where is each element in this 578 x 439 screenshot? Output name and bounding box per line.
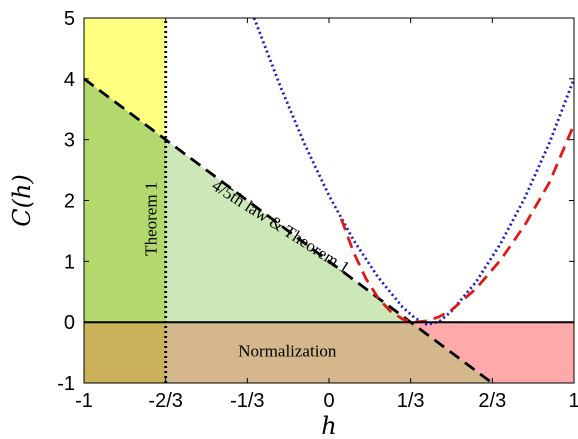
x-tick-label: 1 <box>568 390 578 412</box>
region-5 <box>84 78 166 323</box>
y-tick-label: 5 <box>64 8 75 30</box>
region-label-0: Theorem 1 <box>142 182 161 256</box>
region-0 <box>84 18 166 140</box>
region-3 <box>410 322 574 383</box>
y-tick-label: 4 <box>64 69 75 91</box>
x-tick-label: 0 <box>323 390 334 412</box>
x-tick-label: -1/3 <box>230 390 264 412</box>
series-line-2 <box>339 123 574 324</box>
y-tick-label: 1 <box>64 251 75 273</box>
x-tick-label: 1/3 <box>397 390 425 412</box>
x-tick-label: -1 <box>75 390 93 412</box>
y-axis-ticks: -1 0 1 2 3 4 5 <box>57 8 574 395</box>
region-4 <box>84 322 166 383</box>
y-axis-title: C(h) <box>8 174 36 227</box>
region-2 <box>84 322 493 383</box>
y-tick-label: 3 <box>64 130 75 152</box>
x-axis-title: h <box>321 412 336 439</box>
x-axis-ticks: -1 -2/3 -1/3 0 1/3 2/3 1 <box>75 18 578 412</box>
series-lines <box>84 18 574 383</box>
x-tick-label: 2/3 <box>478 390 506 412</box>
x-tick-label: -2/3 <box>148 390 182 412</box>
y-tick-label: 2 <box>64 191 75 213</box>
y-tick-label: -1 <box>57 373 75 395</box>
series-line-0 <box>84 77 494 383</box>
y-tick-label: 0 <box>64 312 75 334</box>
region-label-2: Normalization <box>238 341 337 360</box>
